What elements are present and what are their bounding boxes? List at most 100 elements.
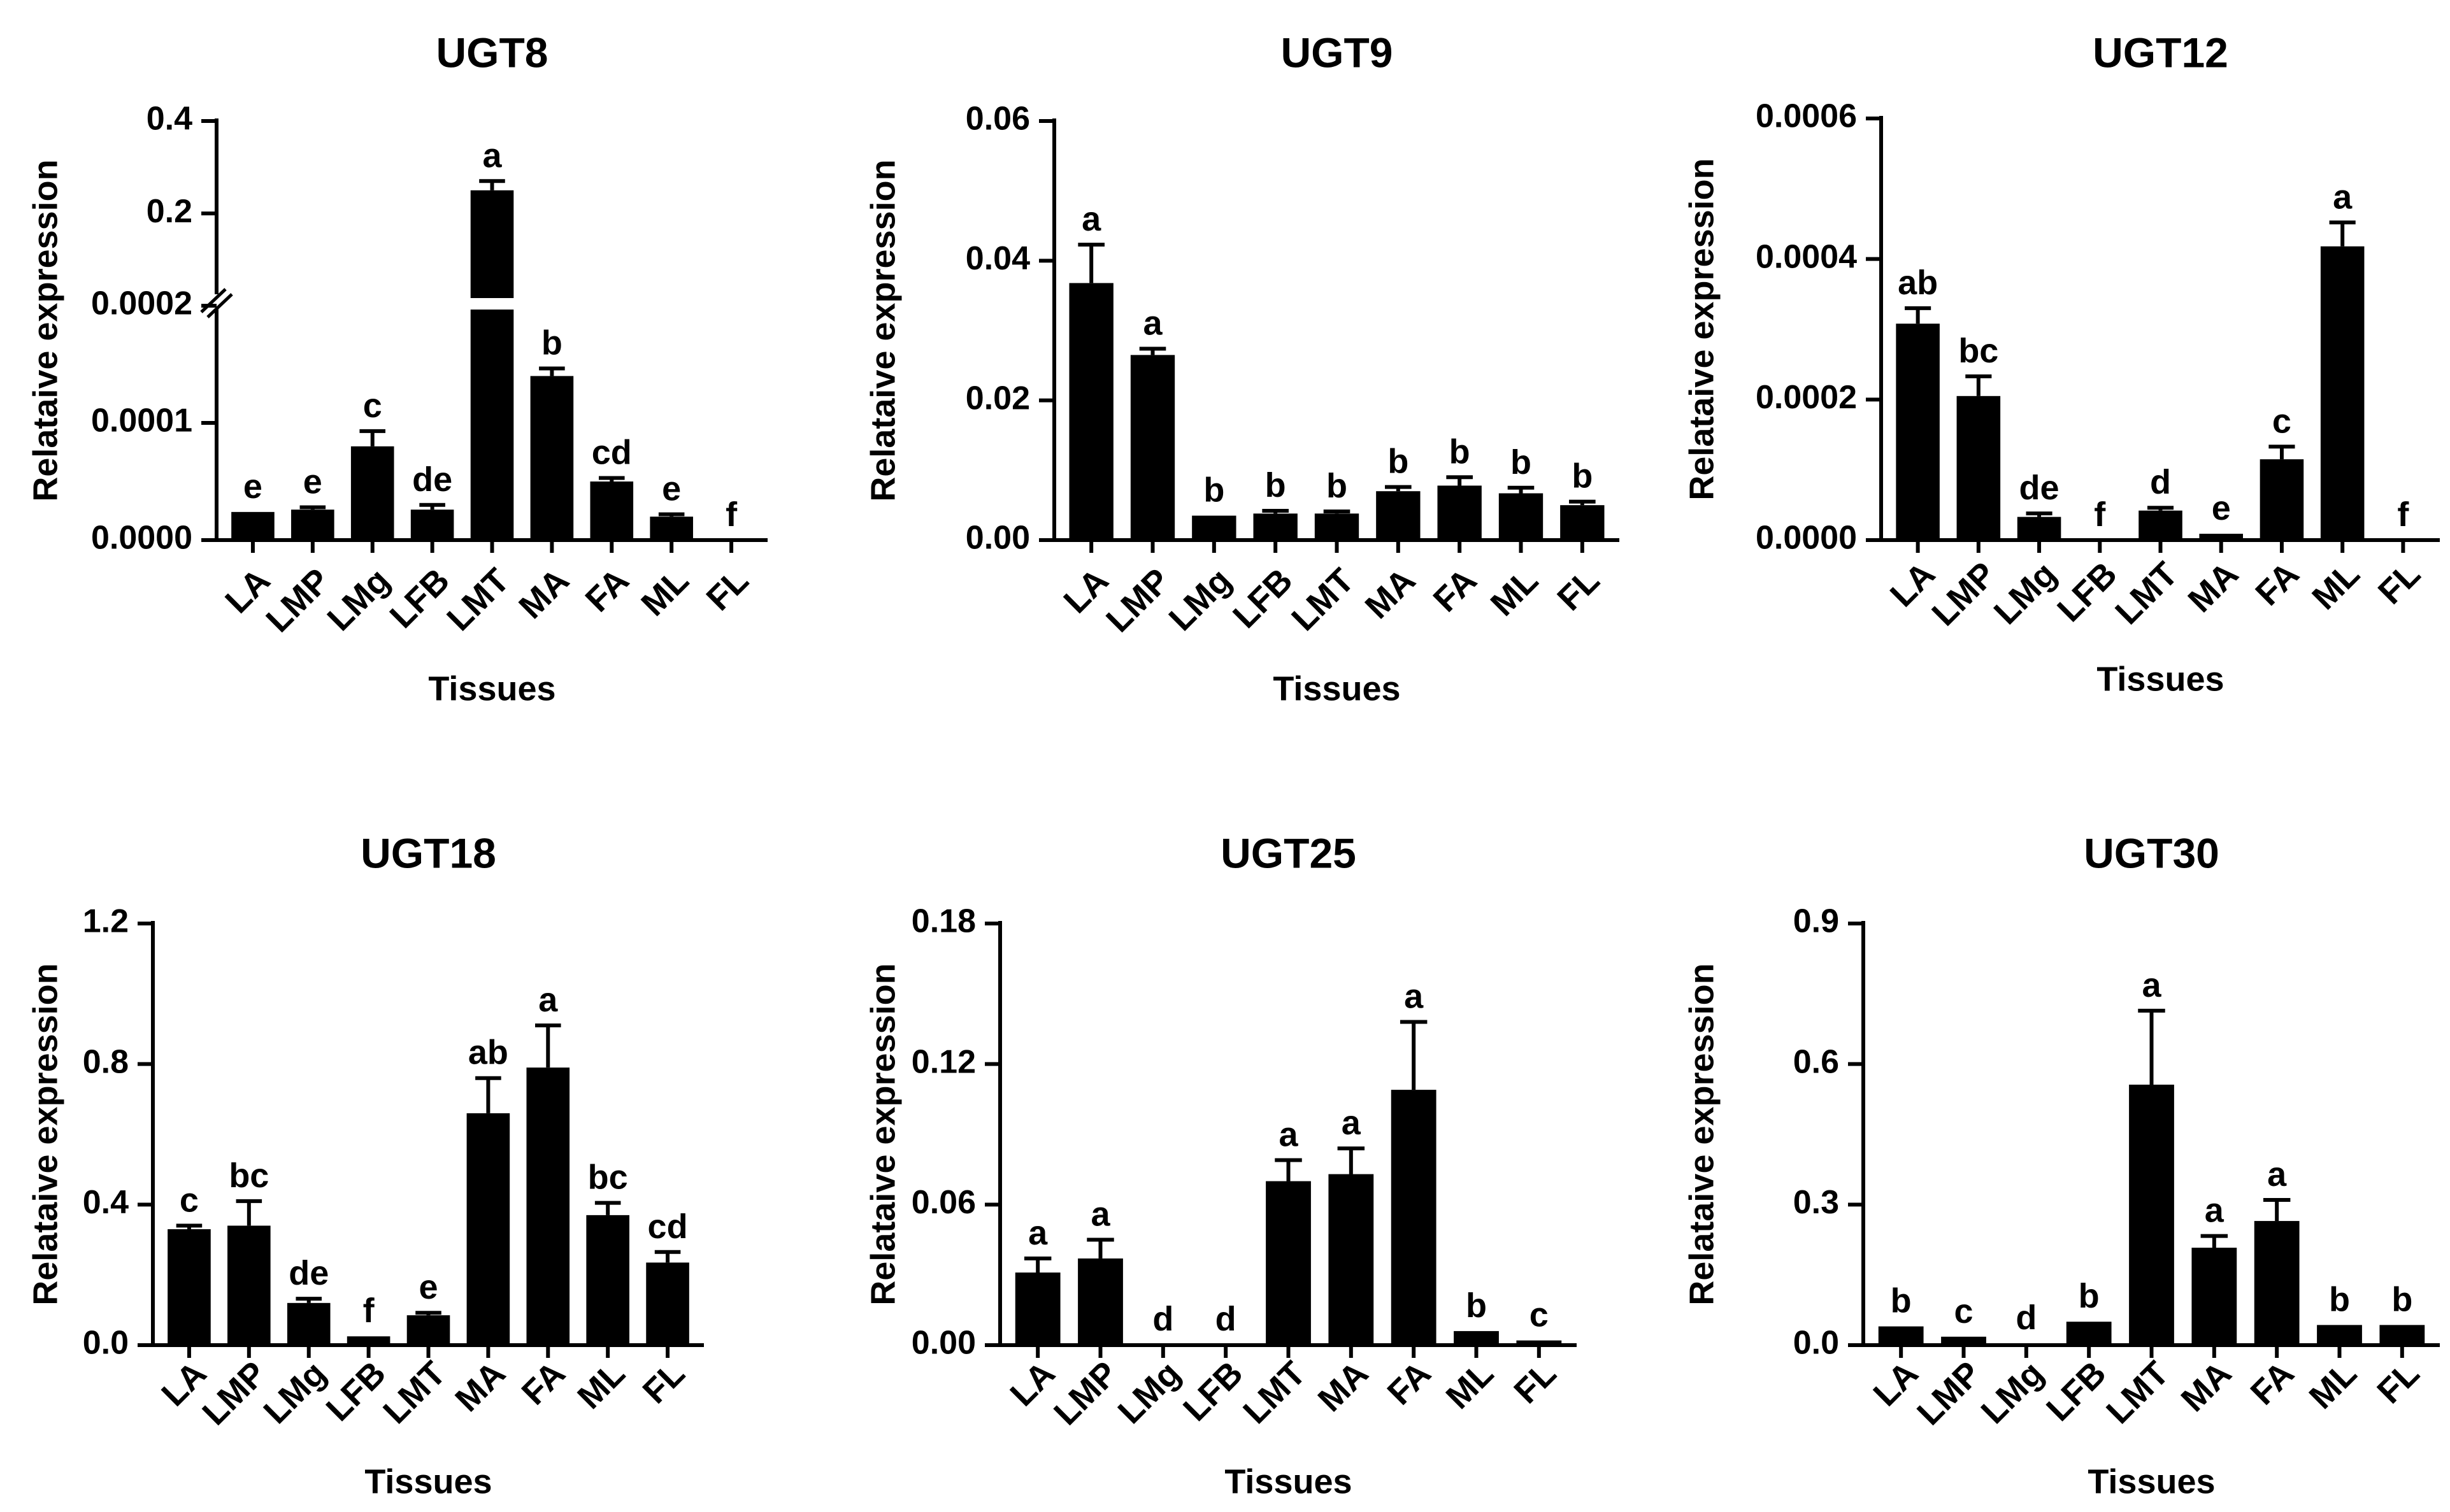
significance-letter: f (363, 1292, 375, 1330)
bar-lmp (1941, 1336, 1986, 1345)
x-axis-label: Tissues (2088, 1462, 2215, 1501)
significance-letter: e (2212, 489, 2231, 527)
x-tick-label: FA (515, 1354, 573, 1412)
bar-ml (650, 517, 693, 540)
x-tick-label: LMg (1111, 1354, 1188, 1431)
x-tick-label: LFB (2039, 1354, 2114, 1429)
x-tick-label: LMT (2099, 1354, 2176, 1431)
chart-panel-ugt9: UGT9 0.00 0.02 0.04 0.06 Relataive expression… (864, 29, 1619, 708)
significance-letter: b (1203, 471, 1224, 510)
significance-letter: b (1265, 466, 1286, 504)
chart-title: UGT30 (2084, 829, 2219, 876)
significance-letter: d (1215, 1300, 1236, 1338)
x-tick-label: ML (570, 1354, 633, 1416)
x-tick-label: LMP (1047, 1354, 1125, 1432)
bar-ma (466, 1113, 510, 1345)
significance-letter: b (1449, 432, 1470, 471)
x-tick-label: ML (2305, 555, 2367, 617)
x-tick-label: FA (2244, 1354, 2302, 1412)
x-tick-label: FA (578, 561, 636, 619)
significance-letter: cd (648, 1208, 688, 1246)
y-tick-label: 0.04 (966, 240, 1030, 277)
bar-ml (586, 1215, 629, 1345)
x-tick-label: LMP (1099, 561, 1177, 639)
y-tick-label: 0.12 (912, 1043, 976, 1080)
y-tick-label: 0.00 (912, 1325, 976, 1362)
bar-lmt (1314, 513, 1359, 540)
bar-ma (530, 376, 574, 540)
significance-letter: e (662, 470, 681, 508)
bar-lfb (1203, 1344, 1249, 1345)
x-tick-label: LFB (319, 1354, 394, 1429)
bar-ma (1376, 491, 1421, 540)
bar-fl (1560, 505, 1605, 540)
bar-ml (1498, 493, 1544, 540)
x-tick-label: MA (2174, 1354, 2239, 1419)
significance-letter: b (2329, 1280, 2350, 1318)
chart-panel-ugt8: UGT8 0.0000 0.0001 0.0002 0.2 0.4 Relataive ex… (26, 29, 768, 708)
x-tick-label: FL (2370, 1354, 2426, 1411)
significance-letter: a (1279, 1115, 1298, 1153)
y-tick-label: 0.0 (1793, 1325, 1839, 1362)
chart-title: UGT18 (361, 829, 496, 876)
x-tick-label: MA (1311, 1354, 1376, 1419)
x-tick-label: LMg (1987, 555, 2064, 632)
bar-la (168, 1229, 211, 1345)
significance-letter: d (1152, 1300, 1173, 1338)
x-tick-label: FL (636, 1354, 692, 1411)
x-tick-label: LMP (259, 561, 337, 639)
bar-fl (2379, 1325, 2425, 1345)
x-tick-label: LMP (1910, 1354, 1988, 1432)
bar-lmt (1266, 1181, 1311, 1345)
y-tick-label: 0.3 (1793, 1184, 1839, 1221)
y-tick-label: 0.0004 (1756, 238, 1857, 275)
significance-letter: ab (468, 1034, 508, 1072)
bar-lmp (1956, 396, 2001, 540)
bar-lmt (2138, 510, 2182, 540)
significance-letter: d (2016, 1299, 2037, 1337)
y-axis-label: Relataive expression (26, 159, 64, 501)
bar-lmt (406, 1315, 450, 1345)
x-tick-label: LMP (195, 1354, 273, 1432)
significance-letter: f (2094, 496, 2106, 534)
x-tick-label: LMg (256, 1354, 333, 1431)
bar-ma (1328, 1174, 1374, 1345)
x-tick-label: LMT (376, 1354, 453, 1431)
x-tick-label: FL (1507, 1354, 1563, 1411)
x-tick-label: LFB (2050, 555, 2124, 629)
chart-panel-ugt25: UGT25 0.00 0.06 0.12 0.18 Relataive expressio… (864, 829, 1577, 1501)
chart-title: UGT9 (1280, 29, 1393, 76)
x-tick-label: LMT (1284, 561, 1361, 638)
y-tick-label: 0.6 (1793, 1043, 1839, 1080)
significance-letter: e (243, 467, 262, 506)
x-tick-label: FA (1380, 1354, 1438, 1412)
y-tick-label: 0.0 (83, 1325, 129, 1362)
bar-lmt (470, 190, 514, 540)
x-tick-label: LMT (2108, 555, 2185, 632)
x-tick-label: MA (2181, 555, 2246, 620)
y-tick-label: 0.9 (1793, 903, 1839, 940)
bar-ml (2317, 1325, 2362, 1345)
significance-letter: de (2019, 469, 2060, 507)
significance-letter: ab (1898, 264, 1938, 302)
bar-lmt (2129, 1085, 2174, 1345)
x-tick-label: LFB (383, 561, 457, 636)
x-axis-label: Tissues (1224, 1462, 1352, 1501)
bar-fl (646, 1262, 689, 1345)
significance-letter: a (2333, 178, 2353, 216)
y-tick-label: 0.4 (83, 1184, 129, 1221)
chart-panel-ugt12: UGT12 0.0000 0.0002 0.0004 0.0006 Relataive e… (1682, 29, 2440, 698)
significance-letter: a (1143, 304, 1163, 343)
y-axis-label: Relataive expression (26, 963, 64, 1305)
significance-letter: b (2391, 1280, 2412, 1318)
x-tick-label: ML (2302, 1354, 2365, 1416)
bar-lfb (410, 510, 454, 540)
significance-letter: c (1954, 1292, 1973, 1330)
bar-fa (526, 1067, 570, 1345)
x-tick-label: LMT (1236, 1354, 1313, 1431)
significance-letter: f (726, 496, 738, 534)
significance-letter: f (2397, 496, 2409, 534)
significance-letter: d (2150, 463, 2171, 501)
